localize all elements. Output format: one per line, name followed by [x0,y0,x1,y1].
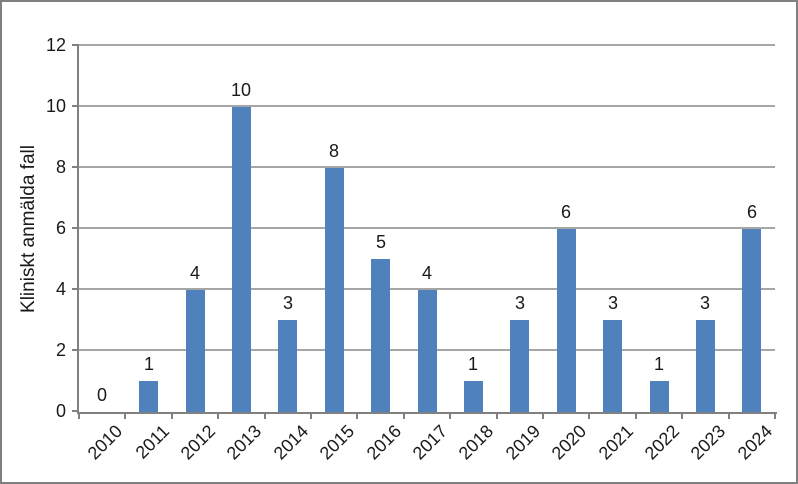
bar-2014 [278,320,297,412]
bar-2018 [464,381,483,412]
data-label-2021: 3 [607,293,618,313]
x-axis-tick [217,412,220,419]
bar-2024 [742,229,761,412]
x-axis-tick [124,412,127,419]
y-axis-tick [72,349,79,351]
data-label-2022: 1 [653,354,664,374]
x-axis-tick [774,412,776,419]
bar-2011 [139,381,158,412]
x-axis-tick [170,412,173,419]
x-axis-label-2010: 2010 [83,421,127,464]
gridline-y-10 [79,105,775,107]
bar-2021 [603,320,622,412]
bar-2016 [371,259,390,412]
data-label-2019: 3 [514,293,525,313]
y-axis-tick-label: 12 [45,35,66,55]
y-axis-tick [72,288,79,290]
data-label-2023: 3 [699,293,710,313]
data-label-2012: 4 [189,263,200,283]
data-label-2018: 1 [467,354,478,374]
gridline-y-8 [79,166,775,168]
gridline-y-12 [79,44,775,46]
bar-2015 [325,168,344,412]
x-axis-tick [681,412,684,419]
x-axis-line [77,412,777,414]
y-axis-tick-label: 10 [45,96,66,116]
x-axis-tick [542,412,544,419]
bar-2020 [557,229,576,412]
data-label-2020: 6 [560,202,571,222]
y-axis-tick [72,410,79,412]
y-axis-tick [72,166,79,168]
bar-2013 [232,107,251,412]
x-axis-tick [310,412,312,419]
x-axis-tick [263,412,266,419]
x-axis-tick [495,412,498,419]
y-axis-tick-label: 2 [55,340,66,360]
data-label-2011: 1 [143,354,154,374]
bar-2022 [650,381,669,412]
x-axis-tick [402,412,405,419]
bar-2019 [510,320,529,412]
bar-2023 [696,320,715,412]
x-axis-tick [449,412,452,419]
bar-2012 [186,290,205,412]
data-label-2010: 0 [96,385,107,405]
data-label-2013: 10 [230,80,252,100]
y-axis-tick-label: 6 [55,218,66,238]
y-axis-tick [72,44,79,46]
y-axis-line [77,46,79,414]
data-label-2014: 3 [282,293,293,313]
data-label-2015: 8 [328,141,339,161]
x-axis-tick [634,412,637,419]
x-axis-tick [727,412,730,419]
x-axis-tick [588,412,591,419]
bar-2017 [418,290,437,412]
data-label-2017: 4 [421,263,432,283]
data-label-2016: 5 [375,232,386,252]
gridline-y-4 [79,288,775,290]
x-axis-label-2024: 2024 [733,421,777,464]
y-axis-tick [72,227,79,229]
y-axis-tick-label: 4 [55,279,66,299]
x-axis-tick [356,412,359,419]
y-axis-tick [72,105,79,107]
x-axis-tick [78,412,80,419]
gridline-y-6 [79,227,775,229]
y-axis-tick-label: 0 [55,401,66,421]
y-axis-tick-label: 8 [55,157,66,177]
data-label-2024: 6 [746,202,757,222]
